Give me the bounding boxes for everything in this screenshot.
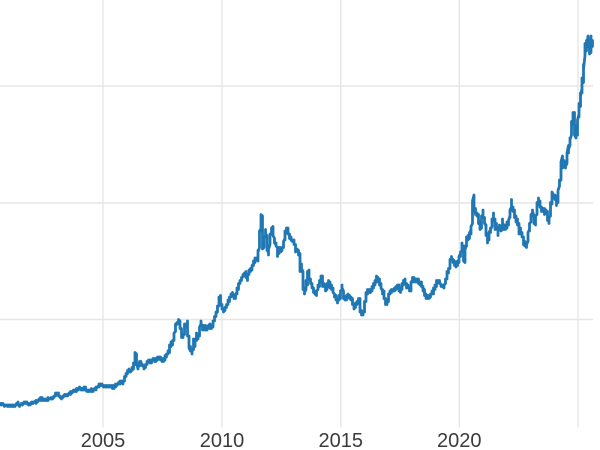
svg-text:2010: 2010 xyxy=(200,430,245,450)
svg-text:2005: 2005 xyxy=(81,430,126,450)
svg-text:2020: 2020 xyxy=(437,430,482,450)
svg-text:2015: 2015 xyxy=(319,430,364,450)
